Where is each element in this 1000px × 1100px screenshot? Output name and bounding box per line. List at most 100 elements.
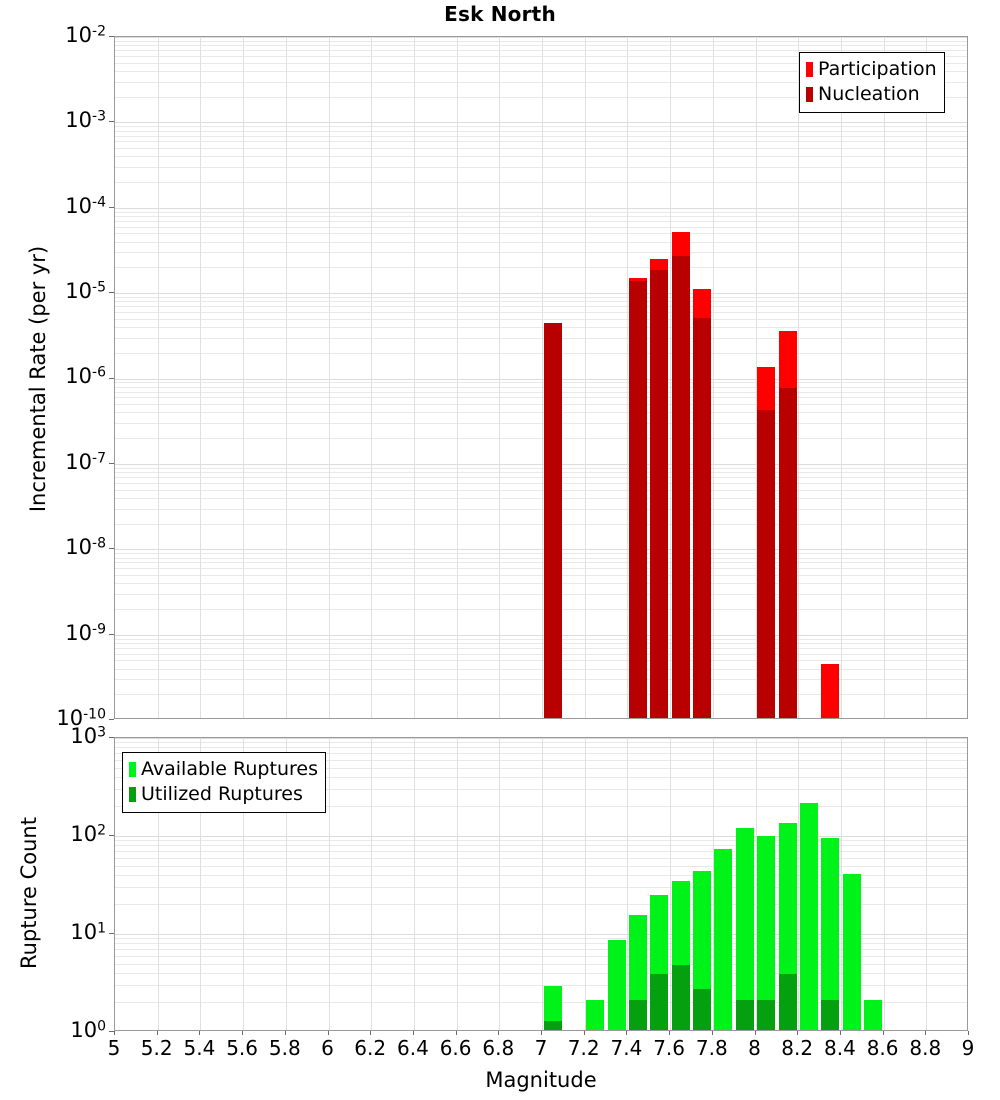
y-tick-exponent: 2 [97,822,106,839]
y-tick-label: 10-6 [0,364,106,388]
bar-nucleation [672,256,690,718]
y-tick-exponent: -5 [92,279,106,296]
gridline-horizontal [115,56,967,57]
gridline-horizontal [115,694,967,695]
gridline-horizontal [115,252,967,253]
gridline-horizontal [115,167,967,168]
gridline-horizontal [115,643,967,644]
bar-group [608,940,626,1030]
y-tick-mantissa: 10 [65,193,93,218]
gridline-vertical [414,738,415,1030]
y-tick-mantissa: 10 [70,1017,98,1042]
x-tick-label: 7 [534,1036,548,1060]
gridline-horizontal [115,327,967,328]
legend-item[interactable]: Utilized Ruptures [129,782,318,807]
y-tick-mantissa: 10 [70,723,98,748]
bar-utilized-ruptures [693,989,711,1030]
y-tick-mark [109,933,114,934]
gridline-horizontal [115,575,967,576]
gridline-horizontal [115,319,967,320]
gridline-horizontal [115,136,967,137]
grid-bottom [115,738,967,1030]
x-tick-label: 6.2 [354,1036,387,1060]
gridline-horizontal [115,679,967,680]
x-tick-label: 6 [321,1036,334,1060]
x-tick-mark [584,1031,585,1035]
legend-item[interactable]: Available Ruptures [129,757,318,782]
gridline-horizontal [115,777,967,778]
y-tick-exponent: 1 [97,920,106,937]
y-tick-exponent: -4 [92,194,106,211]
gridline-horizontal [115,558,967,559]
y-tick-mark [109,835,114,836]
gridline-horizontal [115,221,967,222]
gridline-horizontal [115,148,967,149]
x-tick-mark [456,1031,457,1035]
bar-group [544,323,562,718]
y-tick-label: 10-7 [0,450,106,474]
bar-utilized-ruptures [629,1000,647,1030]
legend-item-label: Utilized Ruptures [141,783,303,805]
gridline-horizontal [115,126,967,127]
gridline-horizontal [115,562,967,563]
gridline-vertical [158,738,159,1030]
gridline-horizontal [115,964,967,965]
x-tick-label: 7.4 [610,1036,643,1060]
bar-utilized-ruptures [736,1000,754,1030]
y-tick-mantissa: 10 [65,22,93,47]
y-tick-mantissa: 10 [70,821,98,846]
y-tick-label: 10-4 [0,194,106,218]
incremental-rate-plot [114,36,968,719]
legend-item[interactable]: Participation [806,57,937,82]
gridline-horizontal [115,97,967,98]
bar-group [693,871,711,1030]
y-tick-mark [109,207,114,208]
bar-group [736,828,754,1030]
gridline-vertical [798,738,799,1030]
gridline-horizontal [115,122,967,123]
gridline-horizontal [115,483,967,484]
gridline-horizontal [115,875,967,876]
bar-available-ruptures [757,836,775,1030]
gridline-vertical [243,738,244,1030]
y-tick-mark [109,378,114,379]
gridline-horizontal [115,297,967,298]
gridline-horizontal [115,583,967,584]
bar-nucleation [544,323,562,718]
bar-group [693,289,711,718]
gridline-horizontal [115,973,967,974]
gridline-horizontal [115,851,967,852]
gridline-horizontal [115,212,967,213]
gridline-vertical [713,738,714,1030]
gridline-horizontal [115,41,967,42]
gridline-horizontal [115,438,967,439]
gridline-horizontal [115,985,967,986]
x-tick-mark [669,1031,670,1035]
x-tick-mark [242,1031,243,1035]
x-tick-label: 5.2 [140,1036,173,1060]
y-tick-mark [109,292,114,293]
gridline-vertical [627,37,628,718]
legend-swatch-icon [129,762,136,777]
gridline-horizontal [115,63,967,64]
x-tick-mark [157,1031,158,1035]
gridline-vertical [243,37,244,718]
gridline-horizontal [115,498,967,499]
y-tick-mantissa: 10 [65,620,93,645]
bar-available-ruptures [736,828,754,1030]
y-tick-mantissa: 10 [65,279,93,304]
gridline-vertical [585,738,586,1030]
gridline-vertical [627,738,628,1030]
x-tick-mark [413,1031,414,1035]
y-tick-label: 102 [0,822,106,846]
bar-group [629,915,647,1030]
y-axis-label-top: Incremental Rate (per yr) [26,245,50,513]
bar-group [757,836,775,1030]
gridline-vertical [756,37,757,718]
legend-item[interactable]: Nucleation [806,82,937,107]
x-tick-label: 7.6 [653,1036,685,1060]
gridline-horizontal [115,753,967,754]
gridline-horizontal [115,747,967,748]
y-tick-exponent: -6 [92,365,106,382]
